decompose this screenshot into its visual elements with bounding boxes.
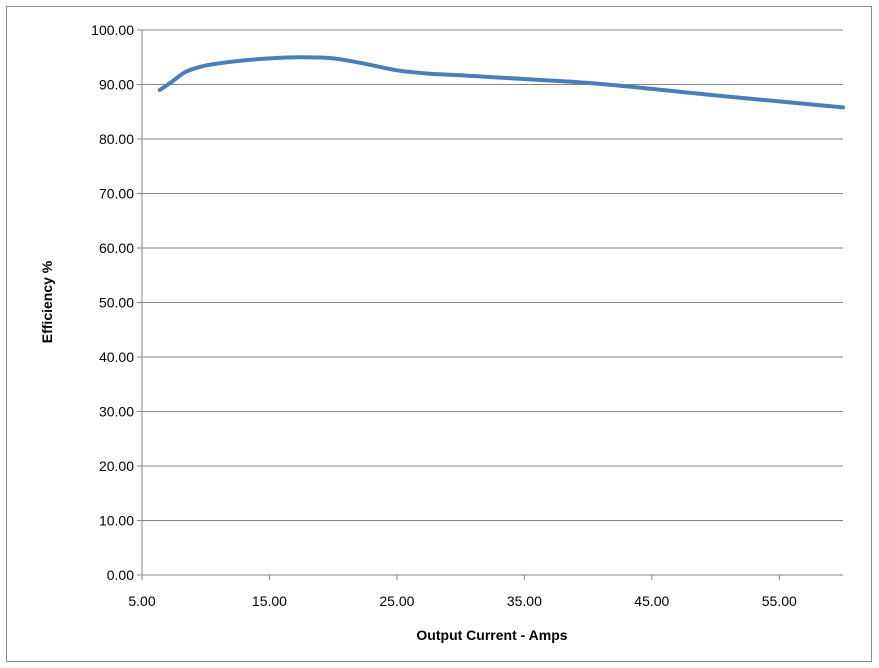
- y-tick-label: 20.00: [99, 458, 134, 474]
- series-layer: [157, 55, 845, 110]
- x-tick-label: 55.00: [762, 593, 797, 609]
- y-tick-label: 40.00: [99, 349, 134, 365]
- y-tick-label: 90.00: [99, 77, 134, 93]
- y-tick-label: 0.00: [107, 567, 134, 583]
- y-tick-label: 60.00: [99, 240, 134, 256]
- x-tick-label: 15.00: [252, 593, 287, 609]
- x-axis-title: Output Current - Amps: [416, 627, 567, 643]
- grid-lines: [141, 29, 843, 575]
- x-tick-label: 25.00: [379, 593, 414, 609]
- y-tick-label: 10.00: [99, 513, 134, 529]
- y-axis-title: Efficiency %: [39, 260, 55, 343]
- y-tick-label: 30.00: [99, 404, 134, 420]
- y-tick-label: 50.00: [99, 295, 134, 311]
- x-tick-label: 35.00: [507, 593, 542, 609]
- y-tick-label: 70.00: [99, 186, 134, 202]
- y-tick-label: 80.00: [99, 131, 134, 147]
- x-tick-label: 5.00: [128, 593, 155, 609]
- x-axis-ticks: 5.00 15.00 25.00 35.00 45.00 55.00: [128, 575, 797, 609]
- x-tick-label: 45.00: [634, 593, 669, 609]
- y-axis-ticks: 0.00 10.00 20.00 30.00 40.00 50.00 60.00 70.00 8…: [91, 22, 142, 583]
- series-line: [157, 55, 845, 110]
- chart-frame: [6, 6, 872, 662]
- y-tick-label: 100.00: [91, 22, 134, 38]
